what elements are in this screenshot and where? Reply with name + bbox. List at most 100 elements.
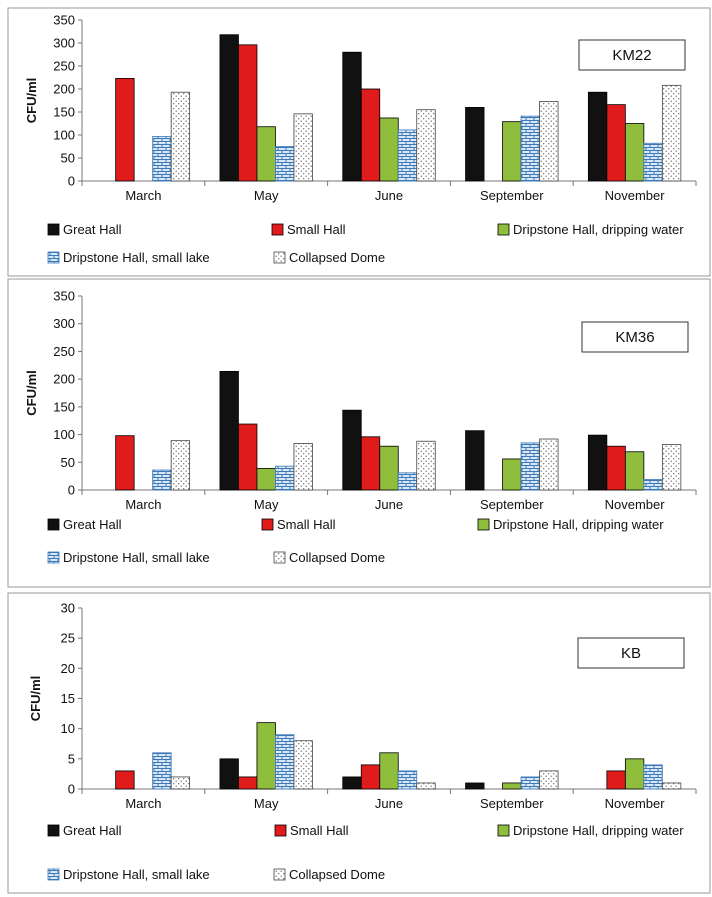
chart-panel-3: 0 5 10 15 20 25 30 CFU/ml March May June September N… bbox=[7, 592, 711, 894]
bar-small-hall bbox=[115, 770, 135, 790]
legend-label-great-hall: Great Hall bbox=[63, 517, 122, 532]
legend-swatch-collapsed-dome bbox=[273, 251, 286, 264]
bar-great-hall bbox=[219, 370, 239, 491]
bar-dripstone-lake bbox=[643, 479, 663, 491]
bar-great-hall bbox=[342, 51, 362, 182]
x-tick-label: May bbox=[254, 796, 279, 811]
bar-great-hall bbox=[465, 107, 485, 182]
bar-dripstone-lake bbox=[643, 142, 663, 182]
bar-great-hall bbox=[587, 434, 608, 491]
bar-small-hall bbox=[360, 88, 381, 182]
y-tick-label: 15 bbox=[61, 691, 75, 706]
x-tick-label: November bbox=[605, 497, 666, 512]
legend-label-small-hall: Small Hall bbox=[290, 823, 349, 838]
y-axis-title: CFU/ml bbox=[24, 370, 39, 416]
bar-collapsed-dome bbox=[416, 109, 436, 182]
bar-small-hall bbox=[606, 770, 626, 790]
y-axis-title: CFU/ml bbox=[24, 78, 39, 124]
y-tick-label: 25 bbox=[61, 631, 75, 646]
legend-label-dripstone-lake: Dripstone Hall, small lake bbox=[63, 250, 210, 265]
x-tick-label: March bbox=[125, 796, 161, 811]
legend-label-great-hall: Great Hall bbox=[63, 823, 122, 838]
legend-label-dripstone-dripping: Dripstone Hall, dripping water bbox=[513, 222, 684, 237]
y-tick-label: 30 bbox=[61, 601, 75, 616]
bar-great-hall bbox=[587, 91, 608, 182]
x-tick-label: May bbox=[254, 497, 279, 512]
legend-label-small-hall: Small Hall bbox=[287, 222, 346, 237]
x-tick-label: June bbox=[375, 188, 403, 203]
bar-collapsed-dome bbox=[170, 776, 191, 790]
chart-label-box bbox=[581, 321, 689, 353]
bar-collapsed-dome bbox=[661, 84, 682, 182]
bar-collapsed-dome bbox=[416, 782, 436, 790]
bar-dripstone-lake bbox=[520, 776, 540, 790]
bar-small-hall bbox=[360, 764, 381, 790]
bar-dripstone-dripping bbox=[624, 123, 645, 182]
y-tick-label: 100 bbox=[53, 427, 75, 442]
x-tick-label: November bbox=[605, 796, 666, 811]
x-tick-label: June bbox=[375, 796, 403, 811]
chart-label: KB bbox=[621, 645, 641, 662]
chart-panel-1: 0 50 100 150 200 250 300 350 CFU/ml March May June S… bbox=[7, 7, 711, 277]
legend-label-collapsed-dome: Collapsed Dome bbox=[289, 250, 385, 265]
bar-dripstone-lake bbox=[397, 472, 418, 491]
bar-dripstone-dripping bbox=[624, 451, 645, 491]
legend-swatch-dripstone-dripping bbox=[477, 518, 490, 531]
y-tick-label: 150 bbox=[53, 399, 75, 414]
legend-swatch-dripstone-lake bbox=[47, 251, 60, 264]
bar-great-hall bbox=[219, 34, 239, 182]
bar-dripstone-lake bbox=[275, 465, 295, 491]
y-tick-label: 50 bbox=[61, 455, 75, 470]
bar-dripstone-lake bbox=[152, 135, 172, 182]
bar-collapsed-dome bbox=[539, 101, 559, 182]
bar-collapsed-dome bbox=[293, 113, 313, 182]
legend-swatch-great-hall bbox=[47, 824, 60, 837]
y-tick-label: 200 bbox=[53, 372, 75, 387]
y-tick-label: 0 bbox=[68, 483, 75, 498]
legend-swatch-small-hall bbox=[274, 824, 287, 837]
bar-great-hall bbox=[342, 409, 362, 491]
legend-swatch-collapsed-dome bbox=[273, 551, 286, 564]
y-tick-label: 150 bbox=[53, 105, 75, 120]
bar-collapsed-dome bbox=[661, 444, 682, 491]
bar-dripstone-dripping bbox=[624, 758, 645, 790]
bar-collapsed-dome bbox=[170, 91, 191, 182]
bar-dripstone-dripping bbox=[502, 458, 522, 491]
chart-panel-2: 0 50 100 150 200 250 300 350 CFU/ml March May June S… bbox=[7, 278, 711, 588]
bar-collapsed-dome bbox=[661, 782, 682, 790]
bar-collapsed-dome bbox=[539, 438, 559, 491]
chart-label: KM36 bbox=[615, 329, 654, 346]
y-tick-label: 300 bbox=[53, 316, 75, 331]
y-tick-label: 10 bbox=[61, 721, 75, 736]
legend-label-small-hall: Small Hall bbox=[277, 517, 336, 532]
bar-great-hall bbox=[465, 430, 485, 491]
y-tick-label: 20 bbox=[61, 661, 75, 676]
x-tick-label: September bbox=[480, 188, 544, 203]
bar-collapsed-dome bbox=[293, 740, 313, 790]
legend-swatch-collapsed-dome bbox=[273, 868, 286, 881]
bar-dripstone-lake bbox=[397, 770, 418, 790]
legend-label-collapsed-dome: Collapsed Dome bbox=[289, 867, 385, 882]
legend-label-collapsed-dome: Collapsed Dome bbox=[289, 550, 385, 565]
panel-border bbox=[7, 592, 711, 894]
legend-label-dripstone-lake: Dripstone Hall, small lake bbox=[63, 550, 210, 565]
bar-great-hall bbox=[465, 782, 485, 790]
legend-swatch-dripstone-dripping bbox=[497, 223, 510, 236]
bar-dripstone-dripping bbox=[379, 445, 399, 491]
bar-collapsed-dome bbox=[293, 443, 313, 491]
bar-small-hall bbox=[606, 445, 626, 491]
y-tick-label: 50 bbox=[61, 151, 75, 166]
panel-border bbox=[7, 278, 711, 588]
x-tick-label: March bbox=[125, 497, 161, 512]
y-axis-title: CFU/ml bbox=[28, 676, 43, 722]
bar-small-hall bbox=[606, 104, 626, 182]
bar-dripstone-lake bbox=[152, 752, 172, 790]
bar-dripstone-dripping bbox=[379, 117, 399, 182]
legend-label-dripstone-lake: Dripstone Hall, small lake bbox=[63, 867, 210, 882]
legend-label-great-hall: Great Hall bbox=[63, 222, 122, 237]
x-tick-label: September bbox=[480, 497, 544, 512]
y-tick-label: 200 bbox=[53, 82, 75, 97]
bar-great-hall bbox=[342, 776, 362, 790]
